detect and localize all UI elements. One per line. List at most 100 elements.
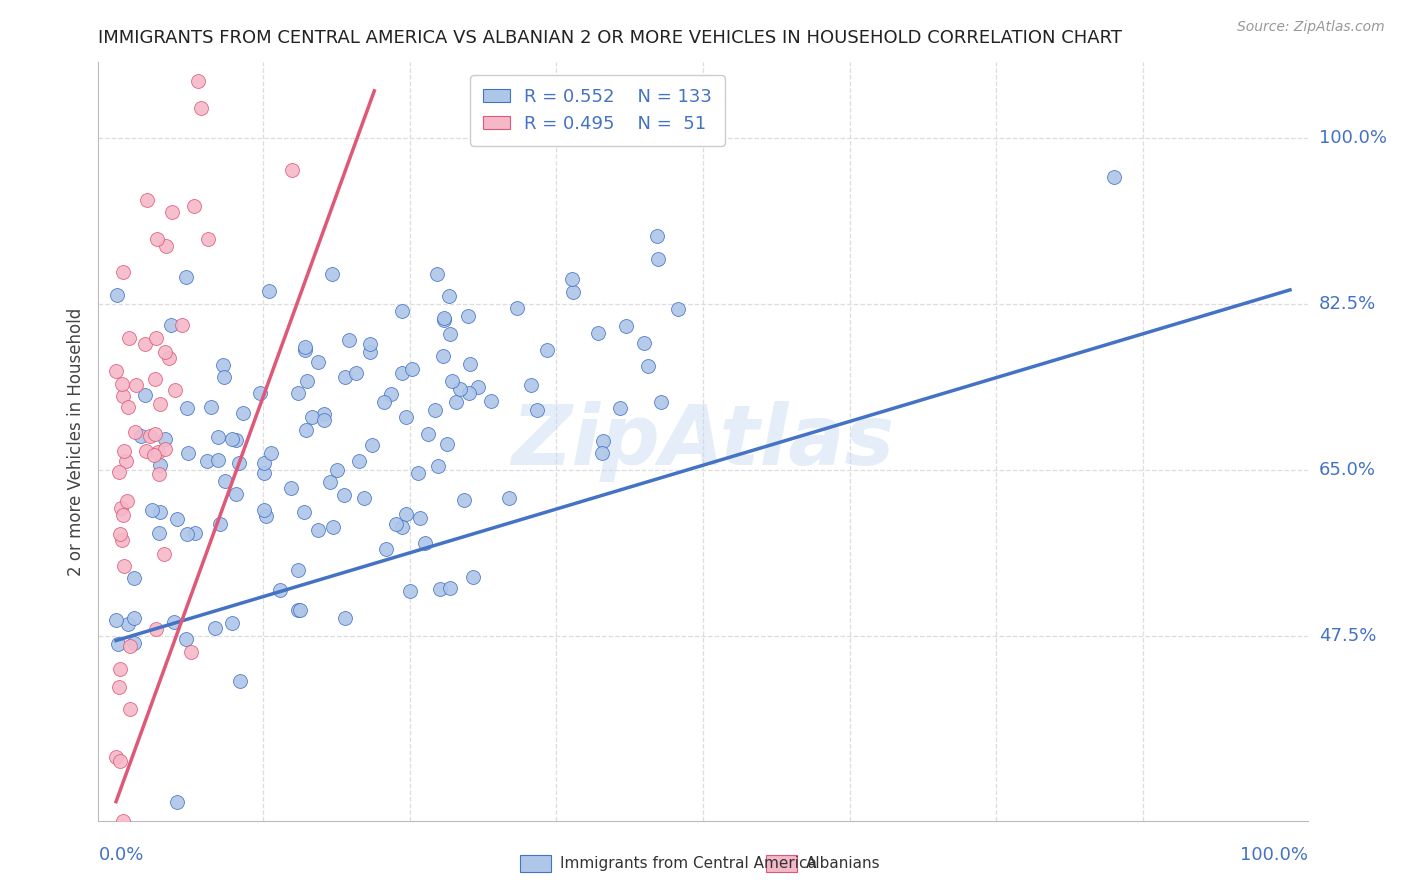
Point [107,637,129,651]
Point [294,423,316,437]
Point [105,364,128,378]
Point [117,617,139,632]
Point [190,101,212,115]
Point [287,603,309,617]
Point [146,232,169,246]
Point [561,285,583,299]
Point [111,508,134,522]
Point [536,343,558,358]
Text: ZipAtlas: ZipAtlas [512,401,894,482]
Point [253,466,276,480]
Point [391,366,413,380]
Text: Source: ZipAtlas.com: Source: ZipAtlas.com [1237,20,1385,34]
Point [401,361,423,376]
Point [160,318,183,333]
Point [614,318,637,333]
Point [143,372,166,386]
Point [609,401,631,416]
Point [461,570,484,584]
Point [449,383,471,397]
Point [453,493,475,508]
Point [228,673,250,688]
Point [228,456,250,470]
Text: 47.5%: 47.5% [1319,627,1376,645]
Point [207,452,229,467]
Point [125,377,148,392]
Point [105,750,128,764]
Point [429,582,451,596]
Point [297,375,319,389]
Point [112,389,135,403]
Text: 100.0%: 100.0% [1240,846,1308,863]
Point [321,268,343,282]
Point [122,571,145,585]
Y-axis label: 2 or more Vehicles in Household: 2 or more Vehicles in Household [66,308,84,575]
Point [436,436,458,450]
Point [135,193,157,207]
Point [307,523,329,537]
Point [344,366,367,380]
Point [433,312,456,326]
Point [591,446,613,460]
Point [115,453,138,467]
Point [174,632,197,647]
Point [149,458,172,473]
Text: 100.0%: 100.0% [1319,129,1386,147]
Point [249,386,271,401]
Point [647,252,669,266]
Text: Immigrants from Central America: Immigrants from Central America [560,856,817,871]
Point [391,304,413,318]
Point [281,163,304,178]
Point [183,199,205,213]
Point [195,454,218,468]
Point [479,393,502,408]
Point [207,429,229,443]
Point [380,387,402,401]
Point [110,500,132,515]
Point [122,610,145,624]
Point [373,394,395,409]
Point [118,331,141,345]
Point [115,494,138,508]
Point [353,491,375,505]
Point [307,355,329,369]
Point [209,516,232,531]
Point [187,74,209,88]
Point [375,541,398,556]
Point [148,526,170,541]
Point [212,359,235,373]
Point [440,374,463,388]
Point [700,131,723,145]
Point [287,563,309,577]
Point [108,526,131,541]
Point [105,613,128,627]
Point [294,343,316,357]
Point [204,621,226,635]
Point [415,536,437,550]
Point [391,519,413,533]
Point [294,340,316,354]
Point [425,403,447,417]
Point [134,337,156,351]
Point [148,467,170,481]
Point [166,795,188,809]
Point [197,232,219,246]
Point [458,386,481,401]
Point [319,475,342,490]
Point [360,438,382,452]
Point [399,583,422,598]
Point [176,401,198,416]
Point [153,432,176,446]
Point [326,463,349,477]
Point [292,505,315,519]
Point [107,680,129,694]
Point [432,349,454,363]
Text: Albanians: Albanians [806,856,880,871]
Point [668,301,690,316]
Point [561,272,583,286]
Point [437,289,460,303]
Point [592,434,614,449]
Point [134,388,156,402]
Point [143,448,166,462]
Point [333,488,356,502]
